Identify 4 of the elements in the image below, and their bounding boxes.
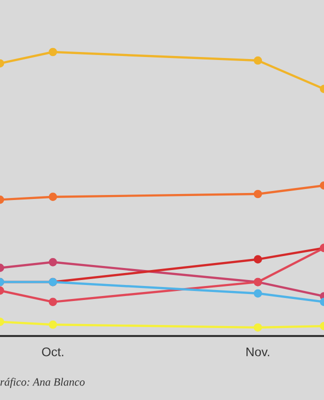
point — [254, 255, 262, 264]
x-tick-label: Nov. — [246, 348, 270, 356]
text: ráfico: Ana Blanco — [0, 378, 85, 388]
x-tick-label: Oct. — [42, 347, 64, 356]
